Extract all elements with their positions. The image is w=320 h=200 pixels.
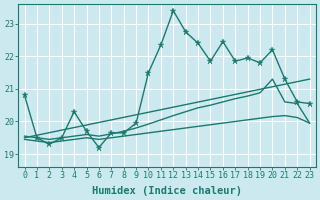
X-axis label: Humidex (Indice chaleur): Humidex (Indice chaleur) bbox=[92, 186, 242, 196]
